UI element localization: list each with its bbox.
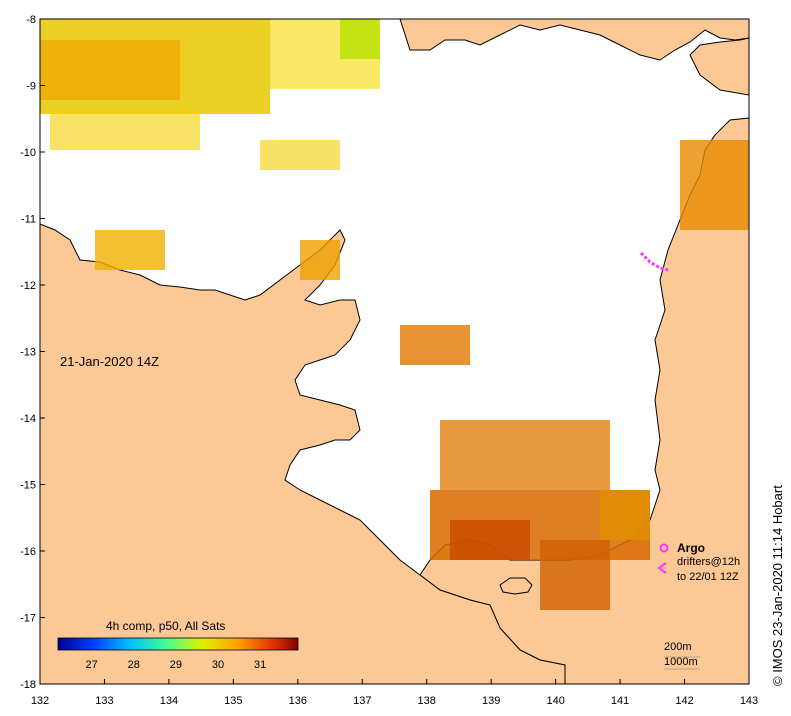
- colorbar-tick-label: 28: [128, 659, 140, 671]
- y-tick-label: -9: [26, 81, 36, 93]
- y-tick-label: -8: [26, 14, 36, 26]
- colorbar-tick-label: 31: [254, 659, 266, 671]
- y-axis: -8 -9 -10 -11 -12 -13 -14 -15 -16 -17 -18: [20, 14, 45, 691]
- sst-patches: [40, 19, 749, 610]
- x-tick-label: 139: [482, 695, 500, 707]
- y-tick-label: -11: [21, 214, 36, 226]
- depth-1000-label: 1000m: [664, 656, 698, 668]
- argo-label: Argo: [677, 541, 705, 555]
- x-tick-label: 137: [353, 695, 371, 707]
- drifters-label-1: drifters@12h: [677, 556, 741, 568]
- new-guinea-land: [399, 18, 750, 61]
- y-tick-label: -18: [20, 679, 36, 691]
- x-axis: 132 133 134 135 136 137 138 139 140 141 142 143: [31, 679, 758, 707]
- x-tick-label: 142: [675, 695, 693, 707]
- y-tick-label: -12: [20, 280, 36, 292]
- argo-marker-icon: [659, 543, 669, 553]
- colorbar-tick-label: 29: [170, 659, 182, 671]
- x-tick-label: 134: [160, 695, 178, 707]
- colorbar-title: 4h comp, p50, All Sats: [106, 619, 226, 633]
- x-tick-label: 138: [418, 695, 436, 707]
- depth-200-label: 200m: [664, 641, 692, 653]
- colorbar: [57, 637, 299, 651]
- x-tick-label: 141: [611, 695, 629, 707]
- y-tick-label: -16: [20, 546, 36, 558]
- x-tick-label: 136: [289, 695, 307, 707]
- date-label: 21-Jan-2020 14Z: [60, 354, 160, 369]
- x-tick-label: 140: [546, 695, 564, 707]
- x-tick-label: 135: [224, 695, 242, 707]
- colorbar-tick-label: 27: [86, 659, 98, 671]
- copyright-text: © IMOS 23-Jan-2020 11:14 Hobart: [770, 485, 785, 686]
- island: [499, 577, 533, 595]
- drifter-track: [639, 251, 669, 272]
- arnhem-land: [39, 223, 566, 685]
- y-tick-label: -15: [20, 480, 36, 492]
- x-tick-label: 143: [740, 695, 758, 707]
- y-tick-label: -14: [20, 413, 36, 425]
- colorbar-tick-label: 30: [212, 659, 224, 671]
- drifters-label-2: to 22/01 12Z: [677, 571, 739, 583]
- y-tick-label: -10: [20, 147, 36, 159]
- y-tick-label: -13: [20, 347, 36, 359]
- y-tick-label: -17: [20, 613, 36, 625]
- x-tick-label: 132: [31, 695, 49, 707]
- colorbar-ticks: 27 28 29 30 31: [86, 659, 267, 671]
- drifter-marker-icon: [657, 562, 667, 574]
- x-tick-label: 133: [95, 695, 113, 707]
